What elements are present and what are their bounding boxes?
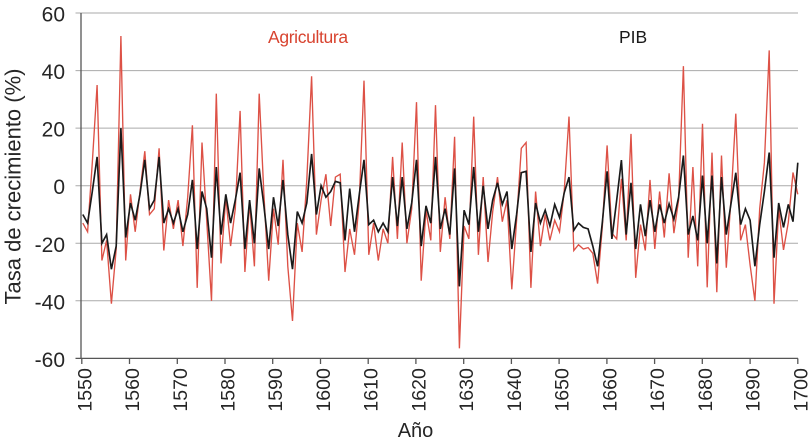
svg-text:1660: 1660 — [599, 368, 621, 412]
svg-text:60: 60 — [42, 4, 65, 27]
svg-text:1640: 1640 — [504, 368, 526, 412]
svg-text:1610: 1610 — [361, 368, 383, 412]
svg-text:PIB: PIB — [619, 27, 647, 47]
svg-text:1570: 1570 — [170, 368, 192, 412]
svg-text:1650: 1650 — [552, 368, 574, 412]
svg-text:Tasa de crecimiento (%): Tasa de crecimiento (%) — [1, 69, 26, 305]
svg-text:1690: 1690 — [743, 368, 765, 412]
svg-text:40: 40 — [42, 61, 65, 84]
svg-text:1590: 1590 — [265, 368, 287, 412]
svg-text:1670: 1670 — [647, 368, 669, 412]
svg-text:1600: 1600 — [313, 368, 335, 412]
svg-text:Agricultura: Agricultura — [268, 27, 348, 47]
svg-text:0: 0 — [53, 176, 65, 199]
svg-text:20: 20 — [42, 119, 65, 142]
svg-text:Año: Año — [398, 420, 434, 442]
svg-text:-40: -40 — [35, 291, 65, 314]
svg-text:1700: 1700 — [790, 368, 810, 412]
svg-text:1560: 1560 — [122, 368, 144, 412]
svg-text:1630: 1630 — [456, 368, 478, 412]
svg-text:1680: 1680 — [695, 368, 717, 412]
svg-text:1620: 1620 — [408, 368, 430, 412]
svg-text:1580: 1580 — [218, 368, 240, 412]
svg-text:-60: -60 — [35, 349, 65, 372]
svg-text:-20: -20 — [35, 234, 65, 257]
svg-text:1550: 1550 — [74, 368, 96, 412]
